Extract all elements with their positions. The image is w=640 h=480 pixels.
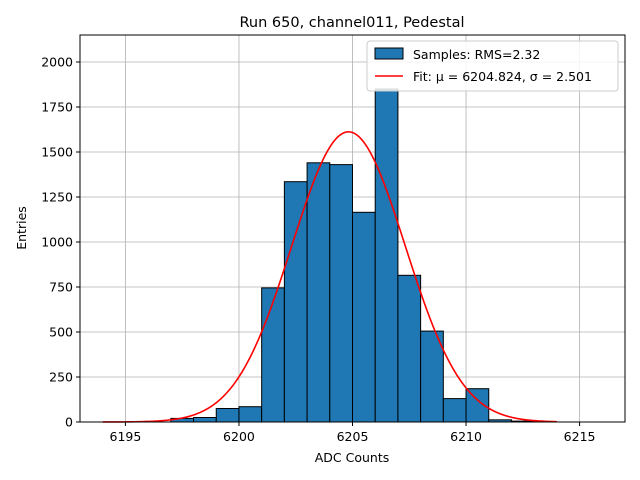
y-tick-label: 1000 [41, 235, 73, 250]
y-axis-label: Entries [14, 206, 29, 250]
x-axis-label: ADC Counts [315, 450, 390, 465]
histogram-bar [215, 408, 240, 423]
legend: Samples: RMS=2.32 Fit: μ = 6204.824, σ =… [366, 40, 619, 92]
y-tick-label: 250 [49, 370, 73, 385]
histogram-bar [193, 417, 217, 423]
y-tick-label: 1250 [41, 190, 73, 205]
histogram-bar [397, 274, 422, 423]
x-tick-label: 6205 [337, 429, 369, 444]
y-tick-label: 1750 [41, 100, 73, 115]
x-tick-label: 6215 [564, 429, 596, 444]
x-axis-ticks: 6195 6200 6205 6210 6215 [110, 422, 596, 444]
histogram-bar [329, 164, 353, 423]
histogram-bar [442, 398, 467, 423]
y-tick-label: 0 [65, 415, 73, 430]
histogram-bar [420, 330, 444, 423]
chart-title: Run 650, channel011, Pedestal [239, 15, 464, 31]
legend-label-samples: Samples: RMS=2.32 [413, 47, 540, 62]
histogram-bar [352, 211, 376, 423]
histogram-bar [374, 88, 399, 423]
histogram-bar [261, 287, 285, 423]
histogram-bar [306, 162, 331, 423]
x-tick-label: 6210 [450, 429, 482, 444]
x-tick-label: 6195 [110, 429, 142, 444]
y-tick-label: 500 [49, 325, 73, 340]
histogram-bar [283, 181, 308, 423]
fit-curve [102, 131, 557, 423]
y-tick-label: 750 [49, 280, 73, 295]
y-tick-label: 1500 [41, 145, 73, 160]
x-tick-label: 6200 [223, 429, 255, 444]
y-axis-ticks: 0 250 500 750 1000 1250 1500 1750 2000 [41, 55, 80, 430]
histogram-bar [238, 406, 263, 423]
legend-swatch-samples [374, 47, 404, 60]
legend-label-fit: Fit: μ = 6204.824, σ = 2.501 [413, 69, 592, 84]
histogram-bars [170, 88, 535, 423]
y-tick-label: 2000 [41, 55, 73, 70]
legend-box [366, 40, 619, 92]
